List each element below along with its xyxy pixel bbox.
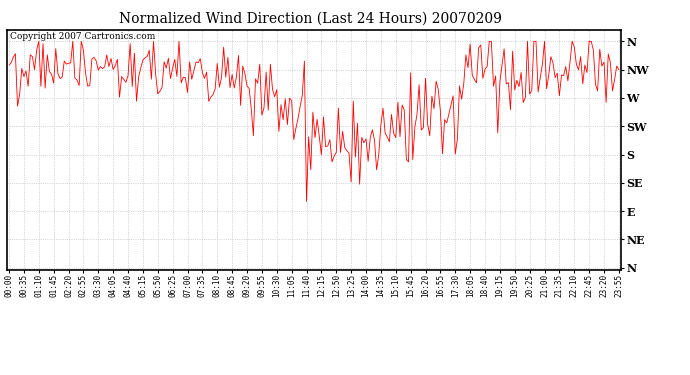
Text: Copyright 2007 Cartronics.com: Copyright 2007 Cartronics.com (10, 32, 155, 41)
Text: Normalized Wind Direction (Last 24 Hours) 20070209: Normalized Wind Direction (Last 24 Hours… (119, 11, 502, 25)
